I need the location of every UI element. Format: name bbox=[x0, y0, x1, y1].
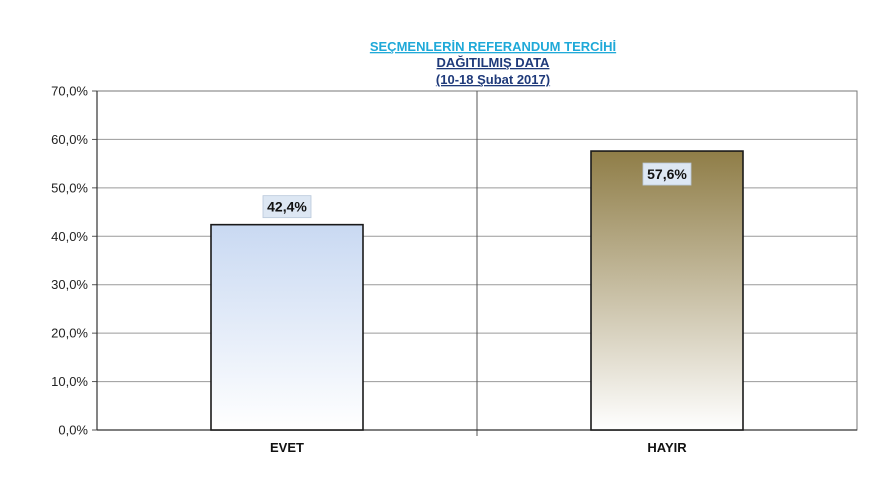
chart-date-range: (10-18 Şubat 2017) bbox=[436, 72, 550, 87]
data-label: 57,6% bbox=[647, 166, 687, 182]
y-tick-label: 60,0% bbox=[51, 132, 88, 147]
y-tick-label: 70,0% bbox=[51, 84, 88, 99]
y-tick-label: 50,0% bbox=[51, 180, 88, 195]
category-label: HAYIR bbox=[647, 440, 687, 455]
y-tick-label: 20,0% bbox=[51, 326, 88, 341]
chart-subtitle: DAĞITILMIŞ DATA bbox=[437, 55, 551, 70]
data-label-box bbox=[262, 195, 312, 219]
chart-title: SEÇMENLERİN REFERANDUM TERCİHİ bbox=[370, 39, 616, 54]
y-tick-label: 10,0% bbox=[51, 374, 88, 389]
y-tick-label: 40,0% bbox=[51, 229, 88, 244]
y-tick-label: 30,0% bbox=[51, 277, 88, 292]
bar-evet bbox=[210, 223, 364, 431]
data-label-box bbox=[642, 162, 692, 186]
y-tick-label: 0,0% bbox=[58, 423, 88, 438]
category-label: EVET bbox=[270, 440, 304, 455]
bar-hayir bbox=[590, 150, 744, 431]
data-label: 42,4% bbox=[267, 199, 307, 215]
